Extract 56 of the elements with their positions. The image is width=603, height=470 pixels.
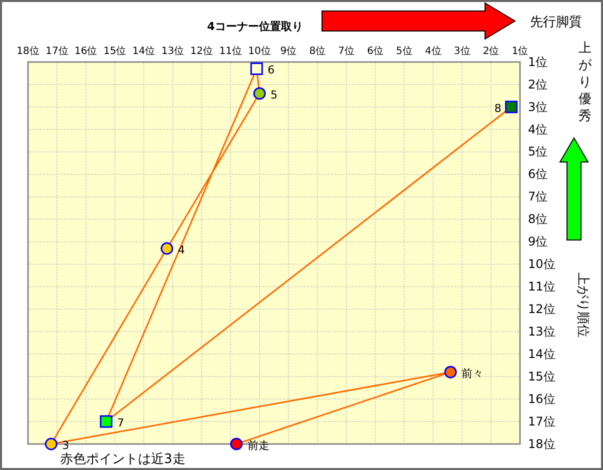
x-tick-label: 7位 — [338, 45, 355, 57]
y-tick-label: 17位 — [528, 414, 556, 428]
point — [444, 366, 457, 378]
text: 先行脚質 — [530, 15, 582, 30]
annotation: 5 — [270, 88, 278, 102]
annotation: 3 — [62, 439, 70, 452]
x-tick-label: 16位 — [74, 45, 98, 57]
y-tick-label: 11位 — [528, 280, 556, 294]
y-axis-title: 上がり順位 — [575, 272, 590, 338]
x-tick-label: 13位 — [161, 45, 184, 57]
point — [100, 415, 112, 428]
point — [44, 438, 58, 450]
x-tick-label: 2位 — [482, 45, 500, 57]
chart-title: 4コーナー位置取り — [207, 20, 303, 33]
x-tick-label: 3位 — [454, 45, 470, 57]
point — [253, 87, 266, 100]
y-tick-label: 9位 — [528, 234, 548, 249]
y-tick-label: 15位 — [528, 369, 556, 384]
y-tick-label: 16位 — [528, 392, 556, 406]
point — [230, 438, 243, 450]
y-tick-label: 12位 — [528, 302, 556, 316]
point — [160, 242, 174, 255]
y-tick-label: 5位 — [528, 144, 548, 159]
annotation: 前走 — [247, 439, 270, 452]
x-tick-label: 10位 — [248, 45, 271, 57]
x-tick-label: 6位 — [367, 45, 384, 57]
y-tick-label: 18位 — [528, 436, 556, 451]
x-tick-label: 11位 — [219, 45, 242, 57]
x-tick-label: 17位 — [46, 45, 68, 57]
x-tick-label: 1位 — [512, 45, 528, 57]
annotation: 8 — [494, 102, 502, 115]
point — [250, 62, 263, 75]
annotation: 7 — [117, 416, 124, 430]
text: 赤色ポイントは近3走 — [60, 452, 186, 467]
x-tick-label: 12位 — [190, 45, 214, 57]
y-tick-label: 4位 — [528, 122, 548, 136]
x-tick-label: 8位 — [309, 45, 326, 57]
x-tick-label: 18位 — [16, 45, 40, 57]
point — [505, 100, 518, 114]
x-tick-label: 14位 — [132, 45, 156, 57]
y-tick-label: 13位 — [528, 324, 556, 338]
text: 上がり優秀 — [578, 41, 592, 124]
y-tick-label: 8位 — [528, 212, 548, 226]
annotation: 6 — [268, 64, 275, 77]
y-tick-label: 2位 — [528, 77, 548, 92]
x-tick-label: 9位 — [280, 45, 297, 57]
y-tick-label: 3位 — [528, 100, 548, 114]
x-tick-label: 4位 — [424, 45, 442, 57]
x-tick-label: 5位 — [396, 45, 412, 57]
x-tick-label: 15位 — [103, 45, 126, 57]
annotation: 前々 — [462, 367, 484, 380]
y-tick-label: 1位 — [528, 54, 548, 69]
y-tick-label: 6位 — [528, 167, 548, 182]
y-tick-label: 14位 — [528, 346, 556, 361]
y-tick-label: 7位 — [528, 190, 548, 204]
y-tick-label: 10位 — [528, 257, 556, 272]
